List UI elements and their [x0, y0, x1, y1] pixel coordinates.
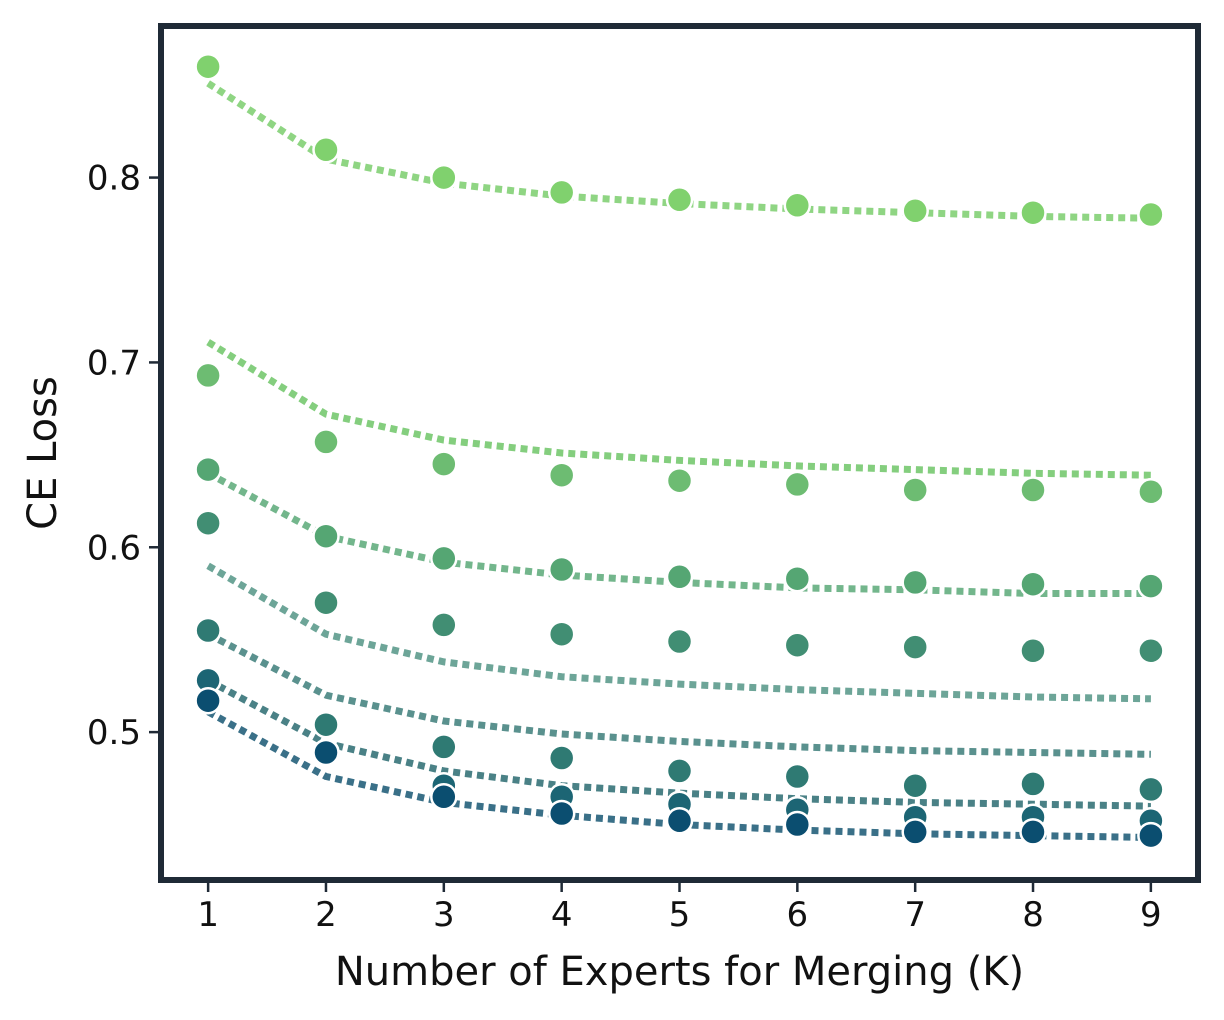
y-tick-label: 0.5 [87, 713, 141, 753]
data-point-series-2-k4 [547, 461, 576, 489]
x-tick-label: 8 [1022, 895, 1044, 935]
data-point-series-4-k9 [1137, 637, 1165, 665]
data-point-series-1-k7 [901, 197, 929, 225]
x-tick-label: 7 [904, 895, 926, 935]
data-point-series-3-k7 [901, 568, 929, 597]
data-point-series-7-k4 [547, 799, 576, 828]
data-point-series-7-k9 [1137, 821, 1165, 850]
data-point-series-3-k1 [194, 455, 222, 484]
data-point-series-2-k7 [901, 476, 929, 504]
y-axis-label: CE Loss [20, 376, 66, 530]
data-point-series-5-k9 [1137, 775, 1165, 804]
fit-curve-series-4 [206, 562, 1151, 703]
data-point-series-7-k2 [312, 738, 340, 767]
data-point-series-1-k2 [312, 136, 340, 164]
data-point-series-4-k7 [901, 633, 929, 661]
y-tick-label: 0.6 [87, 528, 141, 568]
x-tick-label: 5 [669, 895, 691, 935]
data-point-series-5-k5 [665, 757, 694, 785]
data-point-series-4-k4 [547, 620, 576, 648]
data-point-series-4-k6 [783, 631, 812, 659]
data-point-series-4-k8 [1019, 637, 1047, 665]
data-points-layer [194, 52, 1165, 850]
fit-curve-series-3 [206, 470, 1151, 597]
data-point-series-5-k6 [783, 762, 812, 791]
x-tick-label: 4 [551, 895, 573, 935]
data-point-series-3-k9 [1137, 572, 1165, 600]
data-point-series-1-k6 [783, 191, 812, 220]
x-tick-label: 3 [433, 895, 455, 935]
data-point-series-7-k7 [901, 818, 929, 846]
data-point-series-7-k3 [430, 783, 458, 811]
y-tick-label: 0.8 [87, 159, 141, 199]
data-point-series-5-k3 [430, 733, 458, 761]
data-point-series-2-k9 [1137, 478, 1165, 506]
data-point-series-3-k4 [547, 555, 576, 584]
data-point-series-4-k1 [194, 509, 222, 537]
plot-frame [158, 23, 1201, 883]
data-point-series-1-k9 [1137, 200, 1165, 229]
data-point-series-2-k2 [312, 428, 340, 456]
data-point-series-7-k1 [194, 686, 222, 715]
data-point-series-7-k6 [783, 810, 812, 839]
data-point-series-1-k4 [547, 178, 576, 207]
data-point-series-2-k5 [665, 466, 694, 495]
data-point-series-4-k3 [430, 611, 458, 639]
data-point-series-4-k5 [665, 627, 694, 656]
data-point-series-3-k5 [665, 563, 694, 591]
data-point-series-5-k1 [194, 616, 222, 645]
y-axis-ticks: 0.5 0.6 0.7 0.8 [87, 159, 158, 753]
data-point-series-1-k8 [1019, 198, 1047, 227]
data-point-series-5-k8 [1019, 770, 1047, 798]
fit-curve-series-7 [206, 708, 1151, 841]
data-point-series-5-k4 [547, 744, 576, 772]
x-axis-ticks: 1 2 3 4 5 6 7 8 9 [197, 883, 1162, 935]
data-point-series-2-k6 [783, 470, 812, 499]
y-tick-label: 0.7 [87, 343, 141, 383]
data-point-series-1-k3 [430, 163, 458, 192]
data-point-series-2-k1 [194, 361, 222, 390]
data-point-series-3-k8 [1019, 570, 1047, 598]
fit-curve-series-6 [206, 677, 1151, 810]
x-tick-label: 6 [787, 895, 809, 935]
data-point-series-2-k3 [430, 450, 458, 478]
data-point-series-5-k7 [901, 771, 929, 800]
data-point-series-3-k6 [783, 564, 812, 593]
x-tick-label: 2 [315, 895, 337, 935]
data-point-series-4-k2 [312, 588, 340, 617]
fit-curve-series-2 [206, 339, 1151, 479]
data-point-series-1-k1 [194, 52, 222, 81]
data-point-series-2-k8 [1019, 476, 1047, 504]
x-tick-label: 1 [197, 895, 219, 935]
data-point-series-1-k5 [665, 186, 694, 214]
fit-curve-series-5 [206, 631, 1151, 758]
data-point-series-3-k3 [430, 544, 458, 573]
data-point-series-3-k2 [312, 522, 340, 550]
x-tick-label: 9 [1140, 895, 1162, 935]
data-point-series-5-k2 [312, 710, 340, 739]
data-point-series-7-k5 [665, 807, 694, 835]
data-point-series-7-k8 [1019, 818, 1047, 846]
x-axis-label: Number of Experts for Merging (K) [335, 949, 1024, 995]
